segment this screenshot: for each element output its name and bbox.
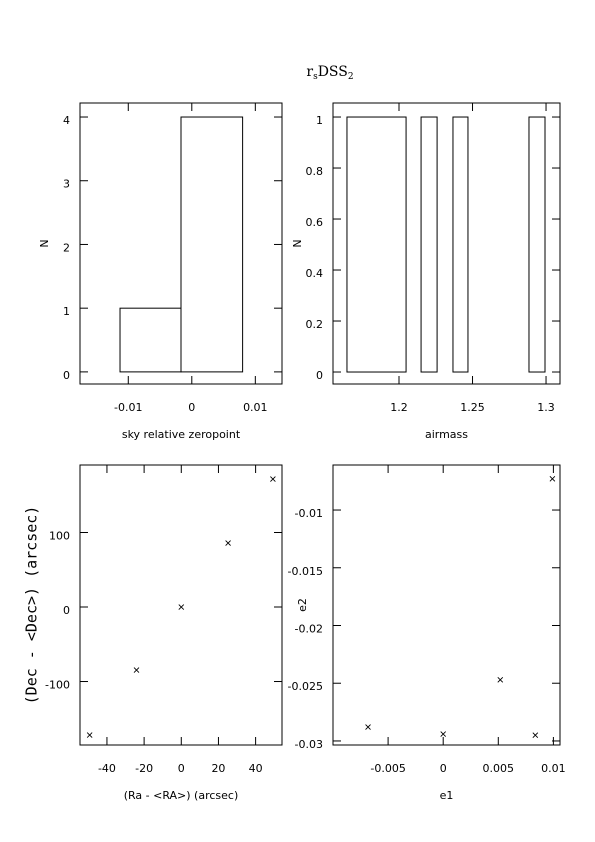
axes-frame <box>332 464 561 746</box>
point <box>497 676 504 683</box>
x-axis-label: e1 <box>440 789 454 802</box>
x-tick-label: 0.01 <box>541 762 566 775</box>
point <box>133 667 140 673</box>
title-part: 2 <box>348 72 354 82</box>
y-tick-label: -0.025 <box>288 680 323 693</box>
y-axis-label: e2 <box>296 598 309 612</box>
x-tick-label: 1.3 <box>537 401 555 414</box>
bar <box>119 307 182 373</box>
x-tick-label: -40 <box>98 762 116 775</box>
y-tick-label: -0.01 <box>295 507 323 520</box>
y-axis-label: N <box>291 239 304 247</box>
x-tick-label: 0 <box>440 762 447 775</box>
x-tick-label: 1.2 <box>390 401 408 414</box>
y-tick-label: 2 <box>63 241 70 254</box>
point <box>178 604 185 610</box>
point <box>225 540 231 546</box>
point <box>549 476 556 482</box>
y-tick-label: -0.015 <box>288 565 323 578</box>
y-tick-label: 0 <box>63 604 70 617</box>
point <box>270 476 276 482</box>
x-tick-label: -0.005 <box>370 762 405 775</box>
page-title: rsDSS2 <box>306 64 353 82</box>
axes-frame <box>79 102 283 385</box>
y-axis-label: N <box>38 239 51 247</box>
point <box>440 731 447 737</box>
bar <box>420 116 438 373</box>
bar <box>452 116 469 373</box>
y-tick-label: 3 <box>63 178 70 191</box>
x-tick-label: -0.01 <box>114 401 142 414</box>
y-tick-label: -0.03 <box>295 738 323 751</box>
x-tick-label: 0.005 <box>483 762 515 775</box>
point <box>365 724 371 730</box>
x-tick-label: 0 <box>188 401 195 414</box>
title-part: DSS <box>318 64 348 80</box>
y-tick-label: 1 <box>63 305 70 318</box>
point <box>532 732 539 739</box>
y-tick-label: 0 <box>63 369 70 382</box>
y-tick-label: 0 <box>316 369 323 382</box>
axes-frame <box>332 102 561 385</box>
y-tick-label: 0.6 <box>306 216 324 229</box>
x-tick-label: 0 <box>178 762 185 775</box>
x-tick-label: 40 <box>249 762 263 775</box>
bar <box>346 116 407 373</box>
bar <box>528 116 546 373</box>
x-axis-label: (Ra - <RA>) (arcsec) <box>124 789 239 802</box>
y-tick-label: 0.8 <box>306 165 324 178</box>
y-tick-label: 4 <box>63 114 70 127</box>
y-tick-label: 100 <box>49 530 70 543</box>
bars <box>119 116 244 373</box>
bars <box>346 116 546 373</box>
point <box>86 732 93 738</box>
x-axis-label: sky relative zeropoint <box>122 428 241 441</box>
x-tick-label: -20 <box>135 762 153 775</box>
x-tick-label: 20 <box>211 762 225 775</box>
x-tick-label: 1.25 <box>460 401 485 414</box>
y-tick-label: -100 <box>45 679 70 692</box>
axes-frame <box>79 464 283 746</box>
x-axis-label: airmass <box>425 428 468 441</box>
x-tick-label: 0.01 <box>243 401 268 414</box>
y-tick-label: 0.4 <box>306 267 324 280</box>
y-tick-label: -0.02 <box>295 622 323 635</box>
bar <box>180 116 244 373</box>
y-tick-label: 1 <box>316 114 323 127</box>
y-tick-label: 0.2 <box>306 318 324 331</box>
title-part: s <box>313 72 318 82</box>
title-part: r <box>306 64 313 80</box>
y-axis-label: (Dec - <Dec>) (arcsec) <box>23 506 41 705</box>
